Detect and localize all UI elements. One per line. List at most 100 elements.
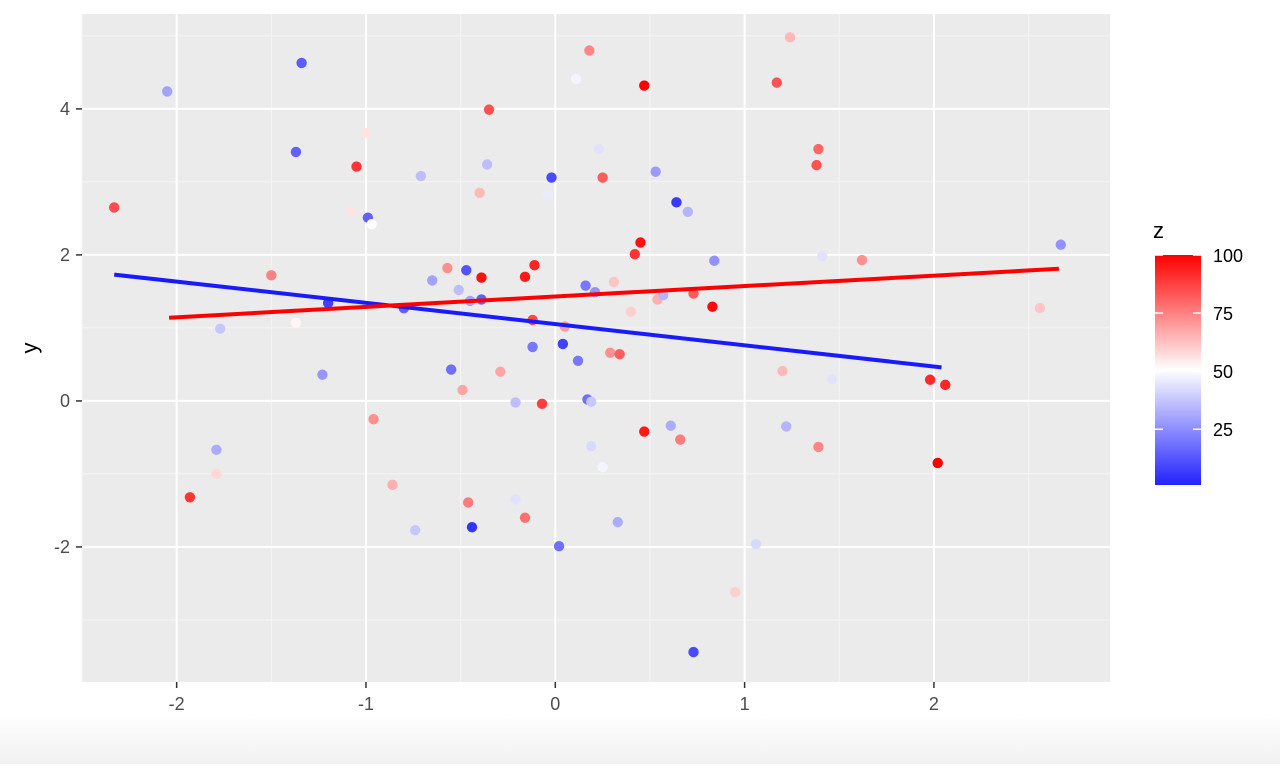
scatter-point [345, 205, 357, 217]
scatter-point [924, 374, 936, 385]
scatter-point [729, 587, 741, 598]
scatter-point [427, 275, 438, 286]
scatter-point [415, 170, 427, 182]
scatter-point [777, 365, 788, 377]
scatter-point [570, 73, 582, 85]
legend-label: 75 [1213, 304, 1233, 324]
legend-colorbar [1155, 255, 1201, 485]
scatter-point [584, 45, 595, 56]
scatter-point [586, 440, 597, 452]
legend-label: 25 [1213, 420, 1233, 440]
scatter-point [519, 512, 531, 523]
scatter-point [597, 462, 608, 473]
scatter-point [665, 420, 676, 431]
scatter-point [635, 237, 646, 248]
legend-title: z [1153, 218, 1164, 243]
scatter-point [266, 270, 277, 281]
scatter-point [476, 272, 487, 283]
x-tick-label: 2 [929, 694, 939, 714]
scatter-point [781, 421, 792, 432]
scatter-point [811, 159, 822, 171]
scatter-point [445, 364, 457, 375]
scatter-point [856, 254, 868, 266]
scatter-point [387, 479, 398, 491]
scatter-point [586, 396, 597, 407]
scatter-point [675, 434, 686, 445]
color-legend: z 25 50 75 100 [1153, 218, 1243, 485]
y-tick-label: -2 [54, 537, 70, 557]
scatter-point [553, 541, 565, 552]
fit-line-low [113, 272, 942, 370]
scatter-point [453, 284, 464, 296]
scatter-point [813, 441, 824, 453]
scatter-point [671, 197, 682, 208]
scatter-point [211, 444, 222, 456]
scatter-point [317, 369, 328, 380]
scatter-point [625, 306, 637, 318]
scatter-point [215, 323, 226, 334]
scatter-point [483, 104, 495, 115]
fit-line-high [168, 266, 1059, 320]
scatter-point [368, 413, 379, 425]
fit-lines [113, 266, 1059, 370]
axis-ticks [76, 108, 935, 688]
scatter-point [542, 189, 553, 201]
scatter-point [527, 341, 538, 353]
scatter-point [593, 143, 605, 155]
scatter-point [290, 146, 302, 158]
scatter-point [771, 77, 782, 88]
y-tick-labels: -2 0 2 4 [54, 99, 70, 557]
x-tick-label: 1 [740, 694, 750, 714]
scatter-point [410, 524, 421, 536]
scatter-point [580, 280, 591, 291]
scatter-point [709, 255, 720, 266]
scatter-point [108, 202, 120, 213]
scatter-point [614, 349, 625, 360]
scatter-point [519, 271, 531, 283]
scatter-point [495, 366, 506, 377]
scatter-point [510, 494, 521, 505]
scatter-point [529, 259, 540, 271]
scatter-point [612, 516, 623, 528]
scatter-point [1055, 239, 1066, 250]
scatter-point [604, 347, 616, 358]
scatter-point [442, 262, 453, 274]
scatter-point [940, 379, 951, 391]
scatter-point [639, 80, 650, 91]
scatter-point [211, 468, 222, 480]
scatter-point [457, 384, 468, 396]
plot-panel [82, 14, 1110, 682]
x-tick-label: -1 [358, 694, 374, 714]
legend-ticks: 25 50 75 100 [1155, 246, 1243, 440]
scatter-point [650, 166, 661, 177]
scatter-point [817, 251, 828, 262]
scatter-point [572, 355, 584, 366]
y-axis-title: y [17, 343, 42, 354]
scatter-point [290, 317, 302, 329]
scatter-point [463, 497, 474, 508]
scatter-point [161, 86, 173, 97]
scatter-point [932, 457, 943, 469]
scatter-point [366, 219, 377, 230]
x-tick-label: 0 [550, 694, 560, 714]
scatter-point [813, 143, 824, 155]
scatter-point [750, 538, 762, 550]
scatter-point [784, 32, 796, 43]
scatter-point [682, 206, 694, 218]
legend-label: 50 [1213, 362, 1233, 382]
scatter-point [597, 172, 608, 183]
scatter-point [639, 426, 650, 437]
scatter-point [546, 172, 557, 183]
x-tick-label: -2 [169, 694, 185, 714]
scatter-point [557, 338, 569, 350]
y-tick-label: 0 [60, 391, 70, 411]
scatter-point [461, 265, 472, 276]
scatter-point [608, 276, 620, 288]
scatter-point [360, 127, 372, 139]
scatter-point [481, 159, 493, 170]
scatter-point [296, 57, 307, 69]
y-tick-label: 4 [60, 99, 70, 119]
scatter-point [688, 646, 699, 658]
